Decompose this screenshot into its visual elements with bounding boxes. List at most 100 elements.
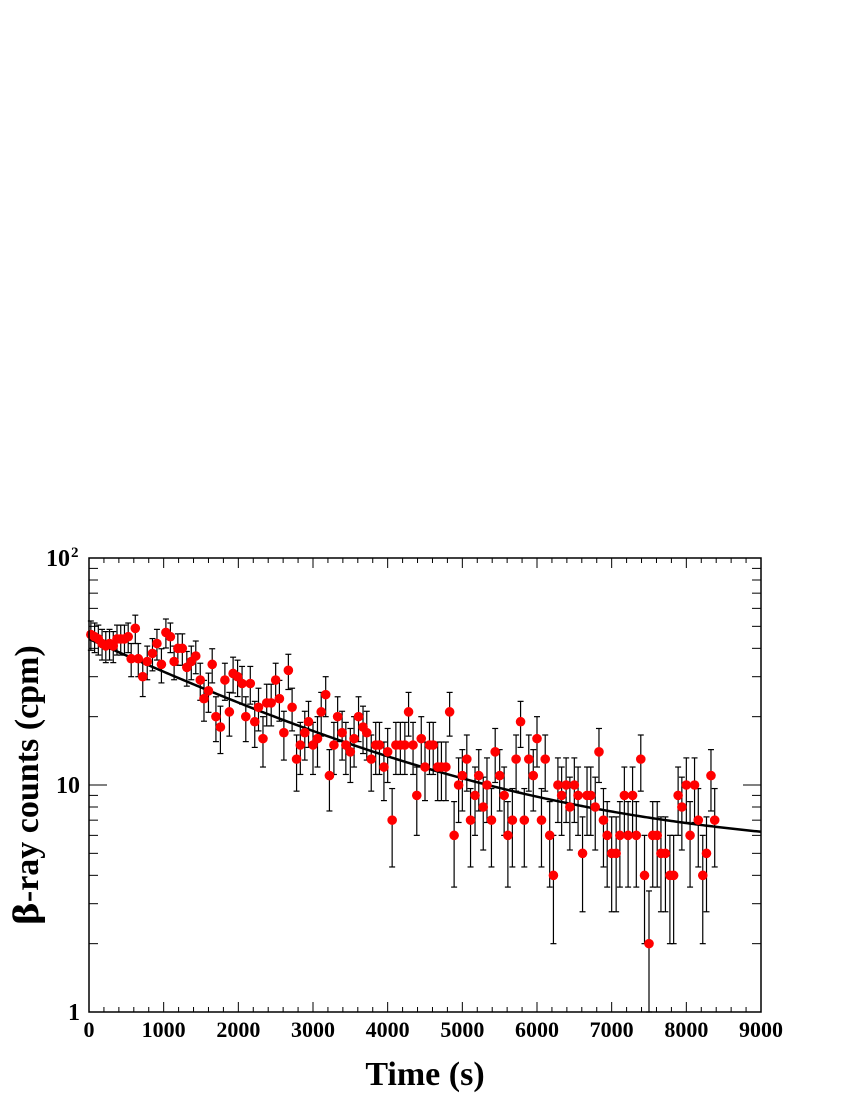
data-point [329, 740, 339, 750]
data-point [245, 678, 256, 689]
x-tick-label: 4000 [366, 1017, 410, 1042]
y-tick-label: 10 [46, 546, 70, 572]
y-tick-label-exponent: 2 [71, 545, 79, 561]
data-point [207, 659, 217, 670]
data-point [287, 702, 297, 713]
x-tick-label: 2000 [216, 1017, 260, 1042]
data-point [126, 653, 136, 664]
data-point [366, 754, 377, 764]
data-point [693, 815, 704, 825]
data-point [274, 693, 285, 704]
data-point [215, 722, 226, 732]
data-point [668, 870, 679, 881]
y-axis-title: β-ray counts (cpm) [7, 645, 47, 924]
data-point [540, 754, 551, 764]
data-point [295, 740, 306, 750]
data-point [241, 711, 251, 722]
data-point [631, 830, 642, 841]
data-point [316, 707, 327, 717]
data-point [382, 747, 393, 757]
data-point [536, 815, 547, 825]
data-point [689, 780, 700, 790]
data-point [324, 770, 335, 781]
data-point [635, 754, 646, 764]
data-point [130, 623, 141, 634]
data-point [403, 707, 414, 717]
data-point [494, 770, 505, 781]
data-point [478, 802, 489, 812]
data-point [165, 631, 176, 642]
data-point [548, 870, 559, 881]
data-point [420, 762, 430, 772]
data-point [462, 754, 472, 764]
data-points [86, 623, 720, 949]
data-point [598, 815, 609, 825]
data-point [408, 740, 418, 750]
data-point [237, 678, 247, 689]
data-point [220, 675, 230, 685]
data-point [199, 693, 209, 704]
data-point [681, 780, 692, 790]
data-point [507, 815, 518, 825]
y-axis-title-text: -ray counts (cpm) [9, 645, 46, 902]
data-point [561, 780, 571, 790]
data-point [320, 689, 331, 700]
x-axis-title: Time (s) [365, 1056, 484, 1093]
data-point [553, 780, 563, 790]
data-point [332, 711, 343, 722]
data-point [133, 653, 144, 664]
data-point [594, 747, 604, 757]
y-axis-title-symbol: β [7, 902, 47, 925]
data-point [211, 711, 221, 722]
data-point [374, 740, 385, 750]
data-point [147, 648, 158, 659]
data-point [177, 643, 188, 654]
data-point [203, 686, 214, 696]
data-point [470, 790, 480, 801]
data-point [465, 815, 476, 825]
data-point [345, 747, 356, 757]
data-point [652, 830, 663, 841]
x-tick-label: 9000 [739, 1017, 783, 1042]
data-point [544, 830, 555, 841]
data-point [279, 727, 289, 738]
data-point [503, 830, 513, 841]
x-tick-label: 6000 [515, 1017, 559, 1042]
data-point [341, 740, 351, 750]
data-point [585, 790, 596, 801]
data-point [573, 790, 583, 801]
data-point [190, 651, 201, 661]
data-point [623, 830, 633, 841]
data-point [627, 790, 638, 801]
y-tick-label: 10 [56, 773, 80, 799]
data-point [709, 815, 720, 825]
data-point [253, 702, 264, 713]
data-point [416, 733, 427, 744]
data-point [519, 815, 530, 825]
data-point [673, 790, 683, 801]
data-point [660, 848, 671, 859]
axis-ticks [88, 557, 762, 1013]
data-point [515, 716, 526, 727]
data-point [337, 727, 347, 738]
data-point [569, 780, 580, 790]
data-point [224, 707, 235, 717]
x-tick-label: 8000 [664, 1017, 708, 1042]
data-point [303, 716, 314, 727]
x-tick-label: 3000 [291, 1017, 335, 1042]
x-tick-label: 5000 [440, 1017, 484, 1042]
data-point [137, 671, 148, 682]
data-point [590, 802, 601, 812]
data-point [291, 754, 302, 764]
data-point [449, 830, 459, 841]
data-point [400, 740, 410, 750]
data-point [644, 938, 654, 949]
x-tick-labels: 0 1000 2000 3000 4000 5000 6000 7000 8000 9000 [84, 1017, 784, 1042]
data-point [270, 675, 281, 685]
data-point [349, 733, 359, 744]
data-point [639, 870, 650, 881]
data-point [441, 762, 451, 772]
data-point [619, 790, 630, 801]
